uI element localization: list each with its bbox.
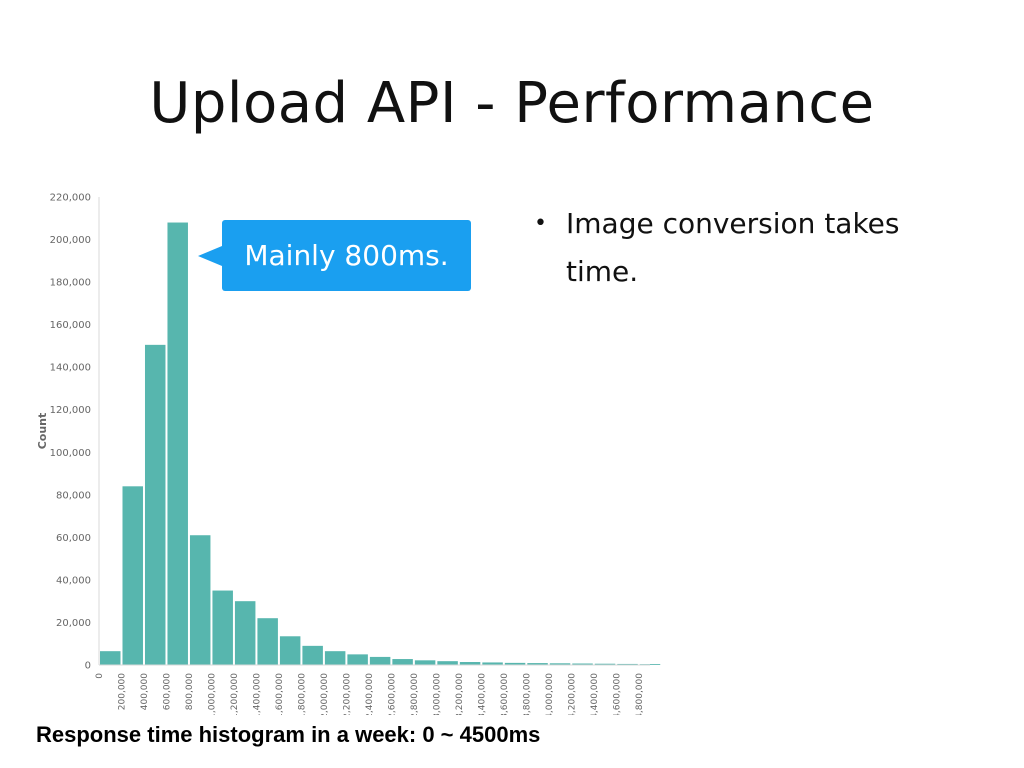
x-tick-label: 4,800,000 — [635, 673, 645, 715]
x-tick-label: 0 — [95, 673, 105, 679]
histogram-bar — [459, 662, 481, 665]
histogram-bar — [347, 654, 368, 665]
x-tick-label: 1,600,000 — [275, 673, 285, 715]
callout-badge: Mainly 800ms. — [222, 220, 471, 291]
y-tick-label: 200,000 — [50, 235, 91, 246]
x-tick-label: 2,200,000 — [342, 673, 352, 715]
histogram-bar — [279, 636, 301, 665]
histogram-bar — [234, 601, 256, 665]
x-tick-label: 3,800,000 — [522, 673, 532, 715]
histogram-bar — [122, 486, 143, 665]
histogram-bar — [324, 651, 346, 665]
y-tick-label: 40,000 — [56, 575, 91, 586]
x-tick-label: 1,000,000 — [207, 673, 217, 715]
bars — [100, 222, 661, 665]
x-tick-label: 3,200,000 — [455, 673, 465, 715]
x-tick-label: 1,200,000 — [230, 673, 240, 715]
y-axis-labels: 0 20,000 40,000 60,000 80,000 100,000 120,000 1… — [50, 193, 91, 672]
histogram-bar — [189, 535, 211, 665]
x-tick-label: 4,600,000 — [612, 673, 622, 715]
y-tick-label: 0 — [85, 661, 91, 672]
histogram-bar — [392, 659, 413, 665]
histogram-chart: 0 20,000 40,000 60,000 80,000 100,000 120,000 1… — [30, 185, 670, 719]
bullet-item: Image conversion takes time. — [534, 200, 964, 296]
x-tick-label: 400,000 — [140, 673, 150, 710]
y-tick-label: 120,000 — [50, 405, 91, 416]
x-tick-label: 2,000,000 — [320, 673, 330, 715]
y-tick-label: 180,000 — [50, 278, 91, 289]
histogram-bar — [167, 222, 188, 665]
x-tick-label: 4,000,000 — [545, 673, 555, 715]
histogram-bar — [572, 663, 593, 665]
histogram-bar — [549, 663, 571, 665]
x-axis-labels: 0 200,000 400,000 600,000 800,000 1,000,000 1,… — [95, 673, 645, 719]
y-tick-label: 20,000 — [56, 618, 91, 629]
x-tick-label: 1,400,000 — [252, 673, 262, 715]
callout-pointer — [198, 246, 222, 266]
x-tick-label: 4,200,000 — [567, 673, 577, 715]
histogram-bar — [212, 590, 233, 665]
histogram-bar — [257, 618, 278, 665]
histogram-bar — [504, 662, 526, 665]
histogram-bar — [144, 344, 166, 665]
x-tick-label: 3,000,000 — [432, 673, 442, 715]
bullet-list: Image conversion takes time. — [534, 200, 964, 296]
histogram-bar — [527, 663, 548, 665]
histogram-svg: 0 20,000 40,000 60,000 80,000 100,000 120,000 1… — [36, 193, 661, 719]
slide-title: Upload API - Performance — [149, 71, 875, 136]
x-tick-label: 800,000 — [185, 673, 195, 710]
y-tick-label: 140,000 — [50, 363, 91, 374]
y-tick-label: 100,000 — [50, 448, 91, 459]
histogram-bar — [594, 663, 616, 665]
x-tick-label: 4,400,000 — [590, 673, 600, 715]
y-axis-title: Count — [36, 413, 49, 450]
histogram-bar — [482, 662, 503, 665]
x-tick-label: 3,400,000 — [477, 673, 487, 715]
x-tick-label: 200,000 — [117, 673, 127, 710]
y-tick-label: 220,000 — [50, 193, 91, 204]
histogram-bar — [414, 660, 436, 665]
histogram-bar — [437, 661, 458, 665]
x-tick-label: 1,800,000 — [297, 673, 307, 715]
y-tick-label: 60,000 — [56, 533, 91, 544]
x-tick-label: 2,800,000 — [410, 673, 420, 715]
x-tick-label: 2,600,000 — [387, 673, 397, 715]
histogram-bar — [100, 651, 121, 665]
y-tick-label: 160,000 — [50, 320, 91, 331]
x-tick-label: 3,600,000 — [500, 673, 510, 715]
chart-caption: Response time histogram in a week: 0 ~ 4… — [36, 722, 541, 747]
x-tick-label: 2,400,000 — [365, 673, 375, 715]
histogram-bar — [302, 645, 323, 665]
x-tick-label: 600,000 — [162, 673, 172, 710]
histogram-bar — [369, 656, 391, 665]
histogram-bar — [617, 663, 638, 665]
y-tick-label: 80,000 — [56, 490, 91, 501]
